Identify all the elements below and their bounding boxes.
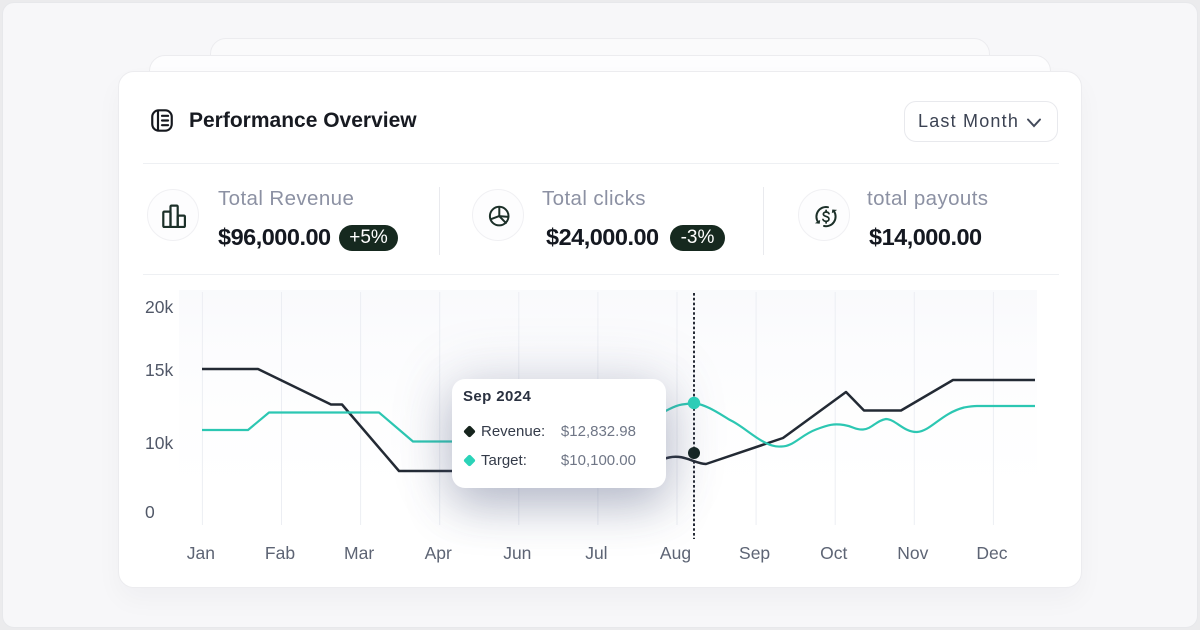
svg-text:0: 0 [145, 502, 155, 522]
svg-text:Mar: Mar [344, 543, 374, 563]
svg-text:Nov: Nov [897, 543, 928, 563]
svg-text:Oct: Oct [820, 543, 847, 563]
svg-text:Apr: Apr [425, 543, 452, 563]
svg-text:Dec: Dec [976, 543, 1007, 563]
svg-text:Jul: Jul [585, 543, 607, 563]
svg-text:Jun: Jun [503, 543, 531, 563]
svg-text:Sep: Sep [739, 543, 770, 563]
svg-text:10k: 10k [145, 433, 173, 453]
svg-text:Aug: Aug [660, 543, 691, 563]
svg-text:Fab: Fab [265, 543, 295, 563]
svg-text:Jan: Jan [187, 543, 215, 563]
svg-text:20k: 20k [145, 297, 173, 317]
svg-text:15k: 15k [145, 360, 173, 380]
